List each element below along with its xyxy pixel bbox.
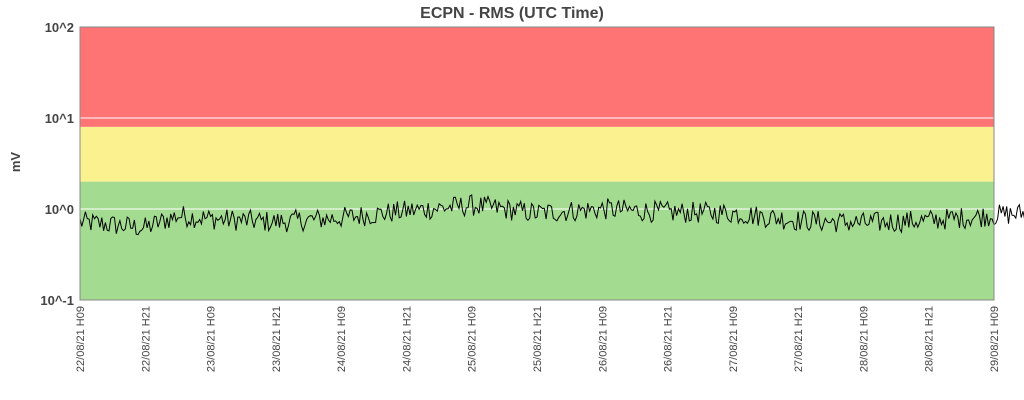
y-axis-label: mV bbox=[8, 152, 23, 173]
series-layer bbox=[79, 194, 1024, 236]
chart-title: ECPN - RMS (UTC Time) bbox=[420, 5, 604, 22]
x-tick-label: 22/08/21 H09 bbox=[75, 306, 87, 372]
x-tick-label: 26/08/21 H21 bbox=[663, 306, 675, 372]
x-tick-label: 23/08/21 H09 bbox=[206, 306, 218, 372]
y-tick-label: 10^-1 bbox=[40, 293, 74, 308]
y-tick-label: 10^1 bbox=[45, 111, 74, 126]
x-tick-label: 24/08/21 H21 bbox=[401, 306, 413, 372]
x-tick-label: 28/08/21 H21 bbox=[924, 306, 936, 372]
x-tick-label: 29/08/21 H09 bbox=[989, 306, 1001, 372]
x-tick-label: 25/08/21 H21 bbox=[532, 306, 544, 372]
x-axis-ticks: 22/08/21 H09 22/08/21 H21 23/08/21 H09 23/0… bbox=[75, 306, 1001, 372]
band-yellow bbox=[80, 126, 994, 182]
y-tick-label: 10^2 bbox=[45, 20, 74, 35]
y-axis-ticks: 10^2 10^1 10^0 10^-1 bbox=[40, 20, 74, 308]
x-tick-label: 22/08/21 H21 bbox=[140, 306, 152, 372]
band-red bbox=[80, 27, 994, 127]
x-tick-label: 24/08/21 H09 bbox=[336, 306, 348, 372]
y-tick-label: 10^0 bbox=[45, 202, 74, 217]
x-tick-label: 23/08/21 H21 bbox=[271, 306, 283, 372]
x-tick-label: 26/08/21 H09 bbox=[597, 306, 609, 372]
series-line bbox=[79, 194, 1024, 236]
x-tick-label: 28/08/21 H09 bbox=[858, 306, 870, 372]
gridlines bbox=[80, 117, 994, 210]
x-tick-label: 27/08/21 H21 bbox=[793, 306, 805, 372]
x-tick-label: 25/08/21 H09 bbox=[467, 306, 479, 372]
plot-frame bbox=[79, 26, 995, 301]
x-tick-label: 27/08/21 H09 bbox=[728, 306, 740, 372]
threshold-bands bbox=[80, 27, 994, 300]
band-green bbox=[80, 181, 994, 300]
